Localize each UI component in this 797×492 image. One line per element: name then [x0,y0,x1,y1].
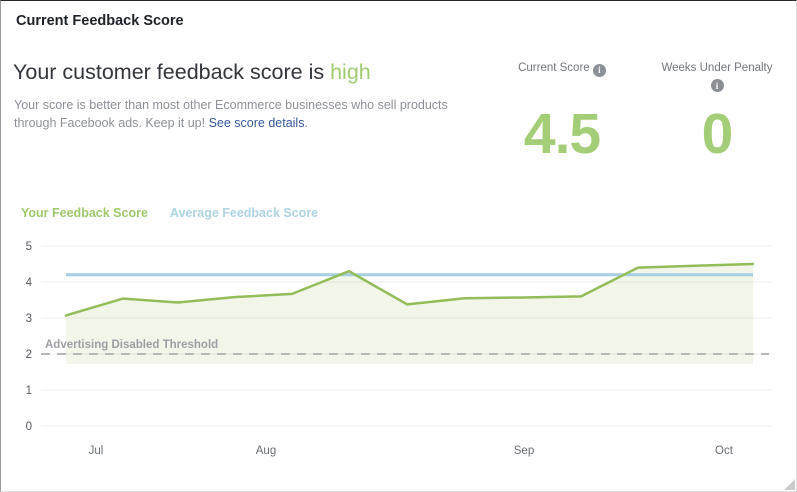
weeks-under-penalty-stat: Weeks Under Penalty i 0 [647,61,787,163]
weeks-under-penalty-label: Weeks Under Penalty [661,62,773,74]
x-axis-tick-label: Aug [256,445,276,457]
weeks-under-penalty-value: 0 [701,102,734,166]
current-score-label: Current Score i [500,61,624,77]
current-score-stat: Current Score i 4.5 [500,61,624,163]
legend-average-feedback-score[interactable]: Average Feedback Score [169,206,319,220]
legend-your-feedback-score[interactable]: Your Feedback Score [21,206,148,220]
chart-legend: Your Feedback Score Average Feedback Sco… [21,206,318,221]
info-icon[interactable]: i [710,79,724,92]
see-score-details-link[interactable]: See score details [208,115,305,130]
advertising-disabled-threshold-label: Advertising Disabled Threshold [45,339,218,351]
y-axis-tick-label: 0 [26,421,32,433]
x-axis-tick-label: Jul [89,445,104,457]
page-title: Current Feedback Score [16,13,184,29]
info-icon[interactable]: i [592,63,606,77]
y-axis-tick-label: 4 [26,277,33,289]
x-axis-tick-label: Oct [715,445,734,457]
y-axis-tick-label: 3 [26,313,32,325]
score-headline: Your customer feedback score is high [13,60,371,85]
score-description: Your score is better than most other Eco… [14,97,472,132]
current-score-value: 4.5 [523,102,601,166]
score-headline-highlight: high [330,60,371,84]
x-axis-tick-label: Sep [514,445,534,457]
score-description-text: Your score is better than most other Eco… [14,98,448,130]
y-axis-tick-label: 2 [26,349,32,361]
your-score-area-fill [66,264,753,364]
y-axis-tick-label: 1 [26,385,32,397]
resize-handle-icon[interactable] [784,479,795,490]
y-axis-tick-label: 5 [26,241,32,253]
score-headline-text: Your customer feedback score is [13,60,331,84]
your-feedback-score-line [64,262,755,317]
score-description-period: . [304,115,308,130]
